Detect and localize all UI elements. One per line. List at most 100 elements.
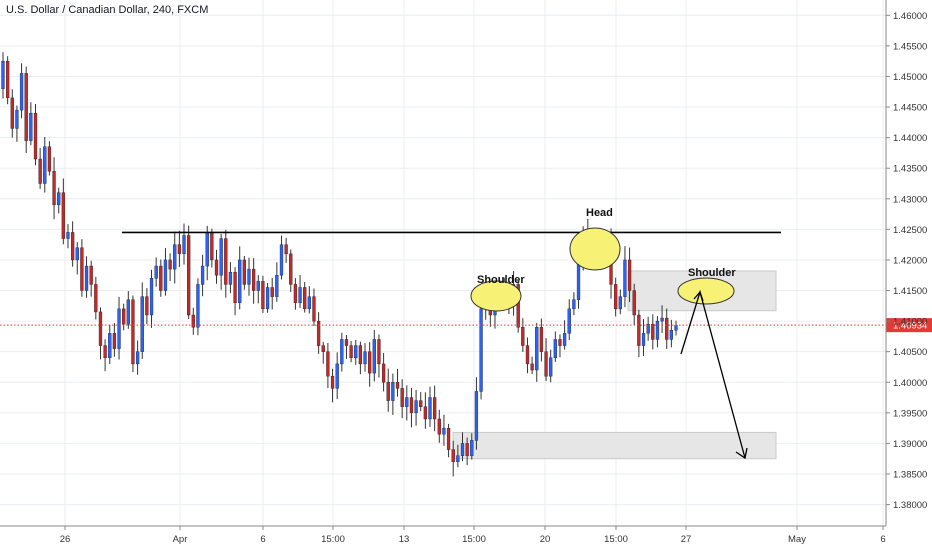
- candle-body: [521, 327, 525, 346]
- candle-body: [470, 440, 474, 456]
- candle-body: [210, 232, 214, 261]
- candle-body: [238, 259, 242, 303]
- y-tick-label: 1.44500: [893, 103, 927, 114]
- candle-body: [224, 238, 228, 285]
- candle-body: [140, 296, 144, 352]
- candle-body: [94, 284, 98, 313]
- x-tick-label: 13: [399, 534, 410, 545]
- candle-body: [117, 308, 121, 349]
- candle-body: [135, 351, 140, 365]
- chart-title: U.S. Dollar / Canadian Dollar, 240, FXCM: [6, 4, 209, 16]
- y-tick-label: 1.39500: [893, 408, 927, 419]
- candle-body: [562, 333, 567, 346]
- candle-body: [149, 278, 154, 316]
- candle-body: [61, 192, 65, 239]
- candle-body: [335, 363, 339, 389]
- candle-body: [669, 330, 673, 340]
- candle-body: [637, 314, 641, 346]
- y-tick-label: 1.41000: [893, 317, 927, 328]
- candle-body: [103, 345, 107, 359]
- candle-body: [558, 339, 562, 346]
- candle-body: [131, 299, 135, 365]
- candle-body: [535, 327, 539, 371]
- candle-body: [326, 351, 330, 377]
- candle-body: [465, 443, 469, 456]
- candle-body: [651, 323, 655, 340]
- left-shoulder-highlight: [470, 280, 522, 312]
- candle-body: [655, 320, 660, 340]
- candle-body: [614, 284, 618, 310]
- candle-body: [423, 406, 428, 420]
- candle-body: [479, 308, 483, 392]
- current-price-tag: [886, 318, 932, 333]
- candle-body: [293, 284, 298, 303]
- candle-body: [112, 333, 117, 349]
- candle-body: [344, 339, 349, 346]
- candle-body: [247, 268, 251, 285]
- y-tick-label: 1.46000: [893, 11, 927, 22]
- left-shoulder-label: Shoulder: [477, 274, 525, 286]
- candle-body: [340, 339, 344, 365]
- candle-body: [10, 97, 14, 129]
- candle-body: [665, 317, 669, 340]
- candle-body: [414, 400, 418, 414]
- candle-body: [377, 339, 381, 365]
- candle-body: [251, 268, 256, 291]
- candle-body: [544, 351, 548, 377]
- candle-body: [674, 325, 678, 331]
- y-tick-label: 1.42000: [893, 255, 927, 266]
- y-tick-label: 1.38500: [893, 470, 927, 481]
- candle-body: [419, 400, 423, 407]
- candle-body: [279, 244, 284, 276]
- candle-body: [437, 418, 441, 435]
- candle-body: [474, 391, 479, 441]
- candlestick-series: [1, 52, 678, 477]
- candle-body: [632, 290, 636, 316]
- candle-body: [265, 287, 270, 310]
- candle-body: [567, 308, 571, 334]
- y-tick-label: 1.43000: [893, 194, 927, 205]
- candle-body: [303, 287, 307, 310]
- candle-body: [191, 314, 195, 328]
- candle-body: [187, 235, 191, 316]
- x-tick-label: 15:00: [604, 534, 628, 545]
- head-label: Head: [586, 207, 613, 219]
- candle-body: [159, 265, 163, 291]
- candle-body: [395, 382, 400, 389]
- candle-body: [451, 449, 455, 462]
- projection-arrowhead-down: [735, 447, 748, 460]
- candle-body: [289, 253, 293, 285]
- candle-body: [516, 284, 520, 328]
- y-tick-label: 1.43500: [893, 164, 927, 175]
- candle-body: [460, 443, 465, 456]
- projection-arrowhead-up: [693, 290, 704, 302]
- candle-body: [66, 232, 70, 239]
- candle-body: [386, 382, 390, 401]
- candle-body: [29, 112, 33, 141]
- candle-body: [391, 382, 395, 401]
- candle-body: [177, 244, 182, 255]
- candle-body: [205, 232, 209, 267]
- candle-body: [256, 281, 260, 291]
- candle-body: [24, 73, 28, 141]
- candle-body: [38, 158, 42, 184]
- y-tick-label: 1.38000: [893, 500, 927, 511]
- candle-body: [173, 244, 177, 270]
- candle-body: [145, 296, 149, 316]
- x-tick-label: 6: [260, 534, 265, 545]
- candle-body: [316, 320, 321, 346]
- candle-body: [108, 333, 112, 359]
- candle-body: [228, 271, 233, 285]
- candle-body: [122, 308, 126, 325]
- candle-body: [70, 232, 75, 261]
- candle-body: [660, 317, 664, 322]
- candle-body: [368, 351, 372, 374]
- candle-body: [363, 351, 367, 365]
- y-tick-label: 1.45000: [893, 72, 927, 83]
- candle-body: [270, 287, 274, 297]
- candle-body: [572, 299, 576, 310]
- candle-body: [57, 192, 61, 206]
- x-tick-label: 15:00: [462, 534, 486, 545]
